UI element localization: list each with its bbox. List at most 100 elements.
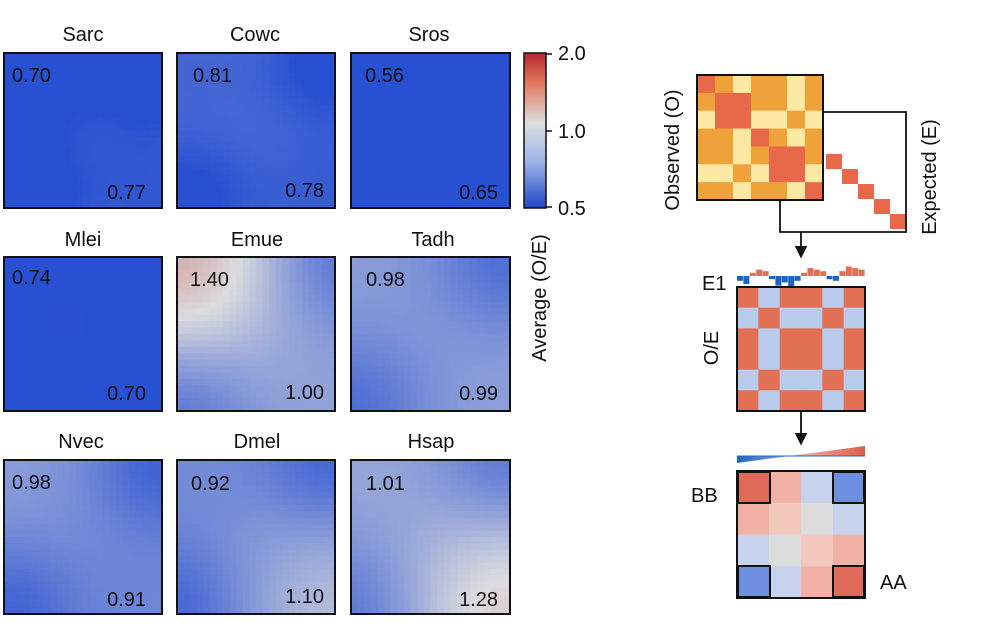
heatmap-cell [450,136,458,144]
heatmap-cell [177,175,185,183]
heatmap-cell [490,282,498,290]
heatmap-cell [275,569,283,576]
heatmap-cell [83,314,91,322]
heatmap-cell [102,359,110,367]
heatmap-cell [236,98,244,106]
heatmap-cell [63,543,71,551]
heatmap-cell [321,359,329,367]
heatmap-cell [457,276,465,284]
heatmap-cell [397,327,405,335]
heatmap-cell [76,130,84,138]
heatmap-cell [370,327,379,335]
heatmap-cell [223,53,231,60]
heatmap-cell [370,156,379,164]
heatmap-cell [397,479,405,487]
heatmap-cell [275,511,283,519]
heatmap-cell [450,517,458,525]
heatmap-cell [364,504,372,512]
heatmap-cell [196,72,204,80]
heatmap-cell [122,321,130,329]
heatmap-cell [496,72,504,80]
heatmap-cell [43,378,51,386]
heatmap-cell [183,269,191,277]
heatmap-cell [50,359,58,367]
heatmap-cell [503,359,511,367]
heatmap-cell [30,569,38,576]
heatmap-cell [83,301,91,309]
heatmap-cell [129,353,137,361]
heatmap-cell [56,334,64,341]
heatmap-cell [50,263,58,271]
heatmap-cell [490,385,498,393]
heatmap-cell [190,366,198,373]
heatmap-cell [321,517,329,525]
heatmap-cell [503,385,511,393]
heatmap-cell [50,391,58,399]
heatmap-cell [496,498,504,506]
heatmap-cell [183,511,191,519]
heatmap-cell [377,359,385,367]
heatmap-cell [377,530,385,538]
heatmap-cell [23,182,31,190]
heatmap-cell [30,353,38,361]
heatmap-cell [183,556,191,564]
heatmap-cell [496,295,504,303]
heatmap-cell [450,295,458,303]
heatmap-cell [430,85,438,93]
heatmap-cell [102,601,110,609]
heatmap-cell [102,124,110,131]
heatmap-cell [10,327,18,335]
heatmap-cell [102,65,110,73]
heatmap-cell [223,175,231,183]
heatmap-cell [423,175,432,183]
heatmap-cell [96,601,104,609]
heatmap-cell [321,485,329,493]
heatmap-cell [503,517,511,525]
heatmap-cell [242,263,250,271]
heatmap-cell [315,460,323,467]
heatmap-cell [463,340,471,348]
heatmap-cell [76,156,84,164]
heatmap-cell [404,511,412,519]
heatmap-cell [384,78,392,86]
heatmap-cell [183,460,191,467]
heatmap-cell [203,65,211,73]
heatmap-cell [249,182,257,190]
heatmap-cells [4,257,163,412]
heatmap-cell [36,104,44,112]
heatmap-cell [256,117,264,125]
heatmap-cell [302,601,310,609]
heatmap-cell [410,366,418,373]
heatmap-cell [203,104,211,112]
heatmap-cell [177,472,185,480]
heatmap-cell [229,263,237,271]
heatmap-cell [430,511,438,519]
heatmap-cell [76,601,84,609]
heatmap-cell [275,346,283,354]
heatmap-cell [256,321,264,329]
heatmap-cell [155,366,163,373]
heatmap-cell [288,594,296,602]
heatmap-cell [196,276,204,284]
heatmap-cell [122,372,130,380]
heatmap-cell [302,111,310,119]
heatmap-cell [223,524,231,532]
heatmap-cell [269,569,277,576]
heatmap-cell [196,263,204,271]
heatmap-cell [288,85,296,93]
heatmap-cell [236,524,244,532]
heatmap-cell [351,537,359,544]
heatmap-cell [390,98,398,106]
heatmap-cell [450,201,458,209]
heatmap-cell [223,162,231,170]
heatmap-cell [50,575,58,583]
heatmap-cell [83,562,91,570]
heatmap-cell [483,359,491,367]
heatmap-cell [56,201,64,209]
heatmap-cell [109,391,117,399]
heatmap-cell [69,359,77,367]
heatmap-cell [223,282,231,290]
heatmap-cell [209,372,217,380]
heatmap-cell [229,549,237,557]
heatmap-cell [430,91,438,99]
